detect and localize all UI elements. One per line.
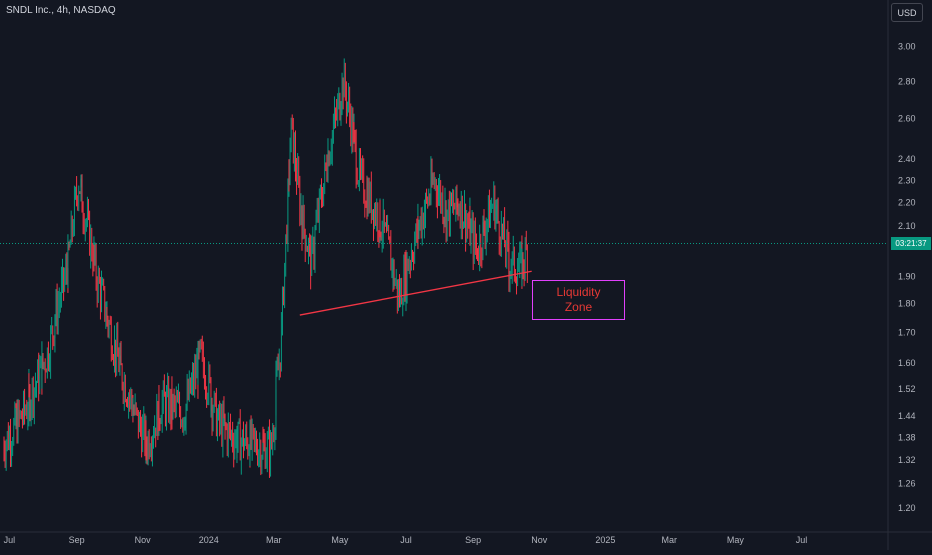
x-tick-label: Mar [266,535,282,545]
x-tick-label: Jul [4,535,16,545]
y-tick-label: 3.00 [898,42,916,52]
y-tick-label: 2.10 [898,221,916,231]
liquidity-zone-line1: Liquidity [556,285,601,299]
y-tick-label: 2.30 [898,175,916,185]
y-tick-label: 1.26 [898,478,916,488]
x-tick-label: Jul [796,535,808,545]
y-tick-label: 2.40 [898,154,916,164]
x-tick-label: 2025 [595,535,615,545]
symbol-title: SNDL Inc., 4h, NASDAQ [6,5,116,16]
y-tick-label: 2.60 [898,114,916,124]
x-tick-label: Sep [465,535,481,545]
y-tick-label: 1.20 [898,503,916,513]
y-tick-label: 2.20 [898,198,916,208]
liquidity-zone-box[interactable]: Liquidity Zone [532,280,625,320]
y-tick-label: 1.80 [898,299,916,309]
x-tick-label: Mar [662,535,678,545]
x-tick-label: Jul [400,535,412,545]
x-tick-label: 2024 [199,535,219,545]
support-trendline [299,270,532,316]
y-tick-label: 1.60 [898,358,916,368]
currency-button[interactable]: USD [891,3,923,22]
x-tick-label: Nov [531,535,548,545]
y-tick-label: 1.38 [898,433,916,443]
x-tick-label: Nov [135,535,152,545]
x-tick-label: May [727,535,745,545]
x-tick-label: Sep [69,535,85,545]
y-tick-label: 1.90 [898,272,916,282]
liquidity-zone-line2: Zone [564,300,593,314]
y-tick-label: 1.52 [898,384,916,394]
y-tick-label: 1.32 [898,455,916,465]
x-tick-label: May [331,535,349,545]
y-tick-label: 2.80 [898,76,916,86]
y-tick-label: 1.44 [898,411,916,421]
y-tick-label: 1.70 [898,328,916,338]
last-price-tag: 03:21:37 [891,237,931,250]
